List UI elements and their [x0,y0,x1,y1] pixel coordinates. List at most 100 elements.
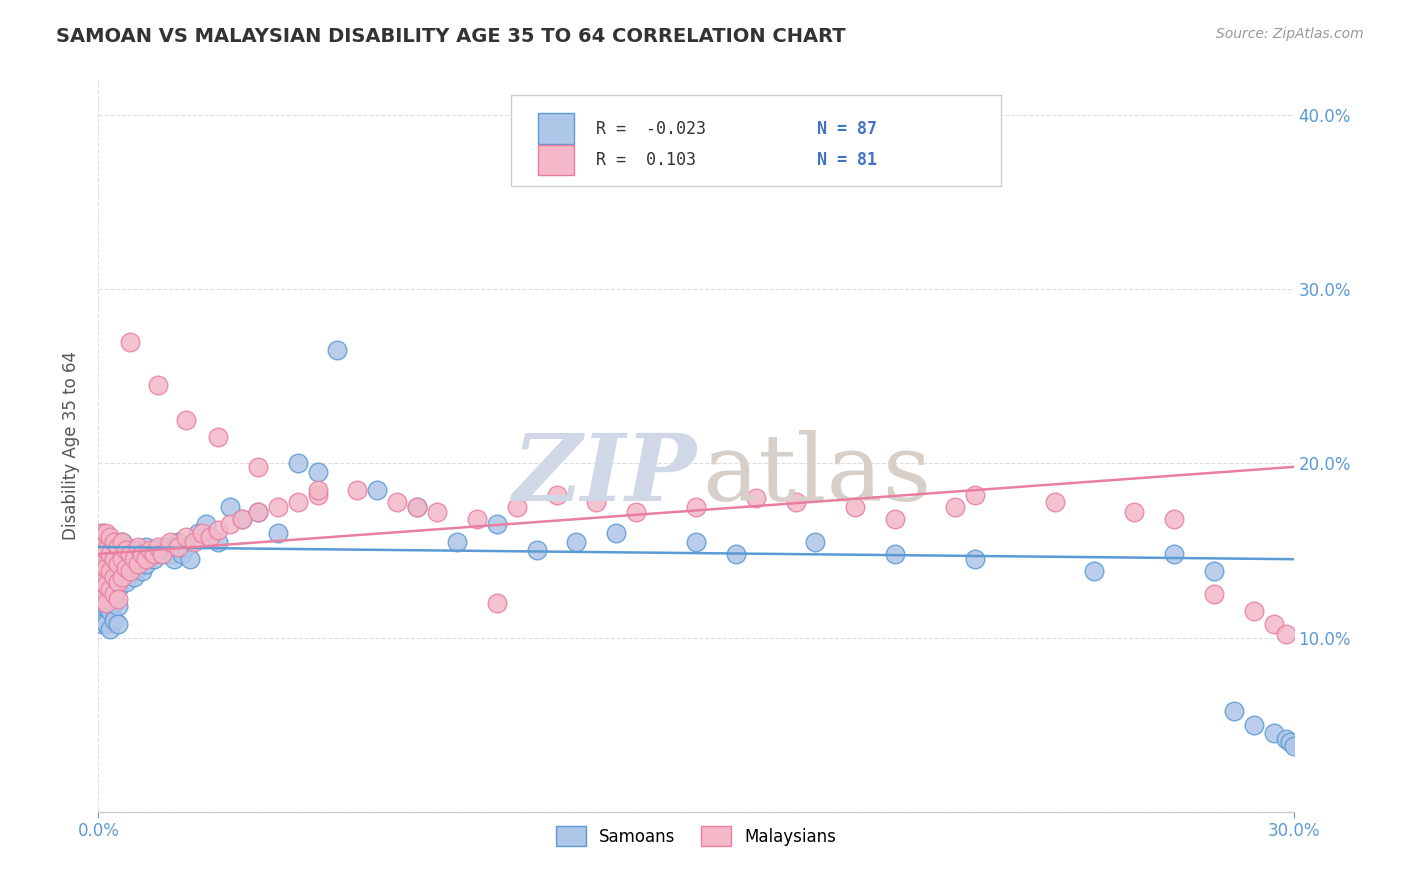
Point [465,512,488,526]
Point [103,552,125,566]
Point [96,578,118,592]
Point [326,343,349,358]
Point [127,543,149,558]
Point [150,547,173,561]
Point [96,543,118,558]
Point [187,526,209,541]
Point [174,530,197,544]
Point [231,512,253,526]
Point [150,547,173,561]
Point [124,569,146,583]
Point [91,540,114,554]
Point [115,574,138,589]
Point [1274,627,1296,641]
Point [246,505,269,519]
Point [91,526,114,541]
Point [1282,739,1305,753]
Point [366,483,388,497]
Point [107,574,129,589]
Point [179,552,201,566]
Point [98,540,122,554]
Point [685,500,707,514]
Text: atlas: atlas [702,430,931,520]
Point [287,457,309,471]
Point [1083,565,1105,579]
Text: ZIP: ZIP [512,430,696,520]
Point [103,561,125,575]
Point [246,459,269,474]
Point [124,552,146,566]
Point [626,505,648,519]
Point [159,547,181,561]
Point [107,540,129,554]
Point [96,561,118,575]
Point [127,561,149,575]
Legend: Samoans, Malaysians: Samoans, Malaysians [548,818,844,855]
Point [174,413,197,427]
Y-axis label: Disability Age 35 to 64: Disability Age 35 to 64 [62,351,80,541]
Point [96,582,118,596]
Point [207,430,229,444]
Point [506,500,529,514]
Point [115,543,138,558]
Point [98,530,122,544]
Text: R =  -0.023: R = -0.023 [596,120,706,137]
Point [307,488,329,502]
Point [96,534,118,549]
Point [111,552,134,566]
Point [98,552,122,566]
Point [307,483,329,497]
Point [135,552,157,566]
Point [1163,547,1185,561]
Point [103,534,125,549]
FancyBboxPatch shape [538,145,574,176]
Point [963,488,986,502]
Point [111,569,134,583]
Point [91,616,114,631]
Point [605,526,627,541]
Point [96,547,118,561]
Point [98,587,122,601]
Point [98,604,122,618]
Point [346,483,368,497]
Point [98,569,122,583]
Point [148,378,170,392]
Point [120,565,142,579]
Point [96,596,118,610]
Point [91,552,114,566]
Point [406,500,429,514]
Point [135,558,157,572]
Point [546,488,568,502]
Point [98,582,122,596]
Text: Source: ZipAtlas.com: Source: ZipAtlas.com [1216,27,1364,41]
Point [198,530,221,544]
Point [155,540,177,554]
Point [485,517,508,532]
Point [172,547,194,561]
Point [115,561,138,575]
Point [127,540,149,554]
Point [107,616,129,631]
Point [91,582,114,596]
Point [745,491,768,506]
Point [785,494,807,508]
Point [1123,505,1146,519]
FancyBboxPatch shape [538,113,574,144]
Point [1243,604,1265,618]
Point [111,552,134,566]
Point [485,596,508,610]
Point [1163,512,1185,526]
Point [131,547,153,561]
Point [98,622,122,636]
Point [406,500,429,514]
Point [219,500,242,514]
Point [231,512,253,526]
Point [167,534,190,549]
Point [91,599,114,614]
Point [207,523,229,537]
Point [148,540,170,554]
Point [963,552,986,566]
Point [91,534,114,549]
Point [724,547,747,561]
Point [120,565,142,579]
